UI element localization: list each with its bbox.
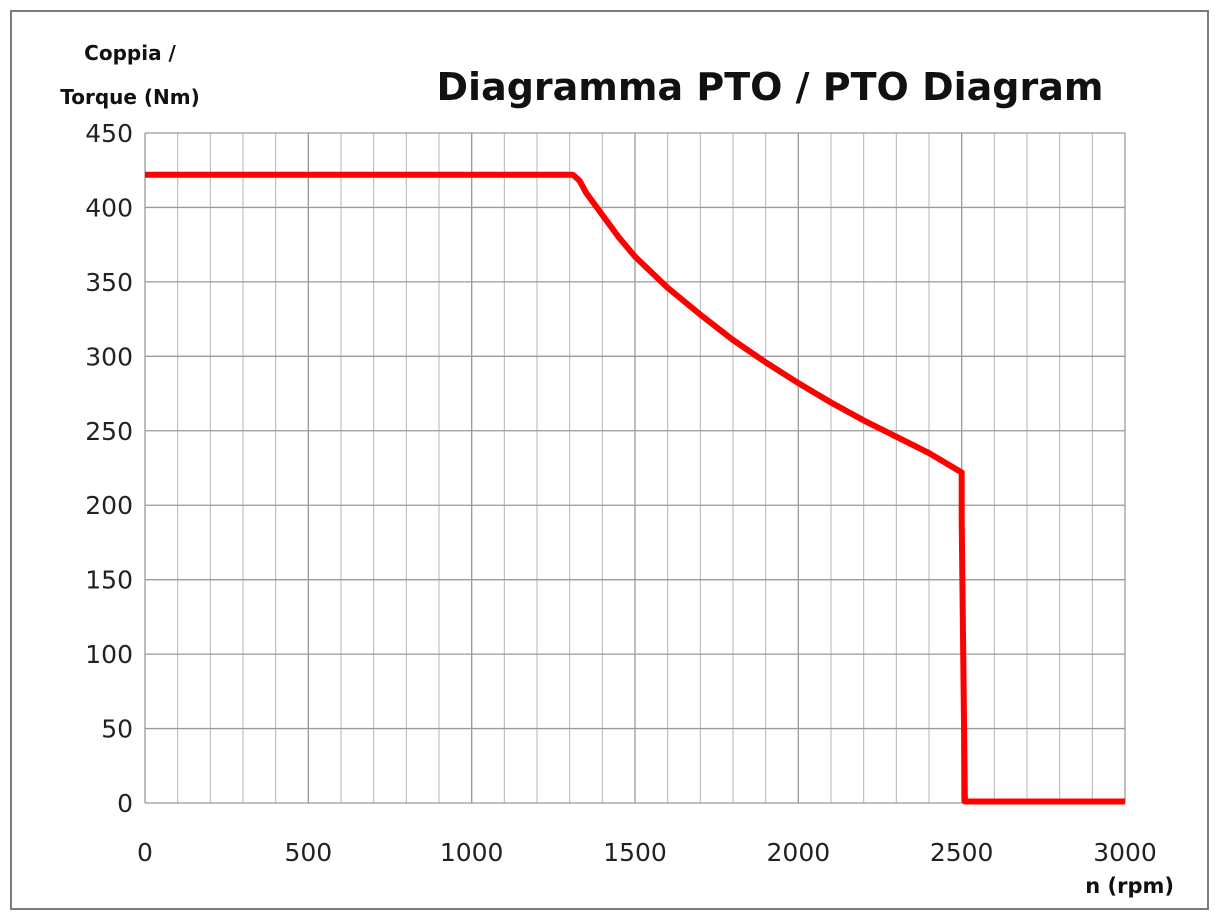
grid-lines: [144, 132, 1126, 804]
x-axis-label: n (rpm): [1085, 874, 1174, 898]
x-tick-label: 500: [284, 838, 332, 867]
torque-series-line: [145, 171, 1125, 805]
y-tick-label: 300: [85, 342, 133, 371]
y-tick-label: 450: [85, 119, 133, 148]
y-tick-label: 400: [85, 193, 133, 222]
x-tick-label: 2000: [767, 838, 831, 867]
x-tick-label: 2500: [930, 838, 994, 867]
x-tick-label: 1500: [603, 838, 667, 867]
y-tick-label: 250: [85, 417, 133, 446]
series-layer: [145, 171, 1125, 805]
y-tick-label: 150: [85, 566, 133, 595]
y-tick-label: 100: [85, 640, 133, 669]
y-axis-label-line-2: Torque (Nm): [60, 85, 200, 109]
y-tick-label: 350: [85, 268, 133, 297]
x-tick-labels: 0 500 1000 1500 2000 2500 3000: [137, 838, 1157, 867]
y-axis-label-line-1: Coppia /: [84, 41, 176, 65]
x-tick-label: 0: [137, 838, 153, 867]
y-tick-label: 200: [85, 491, 133, 520]
x-tick-label: 1000: [440, 838, 504, 867]
y-tick-labels: 0 50 100 150 200 250 300 350 400 450: [85, 119, 133, 818]
y-tick-label: 0: [117, 789, 133, 818]
x-tick-label: 3000: [1093, 838, 1157, 867]
y-tick-label: 50: [101, 715, 133, 744]
chart-title: Diagramma PTO / PTO Diagram: [437, 65, 1104, 109]
